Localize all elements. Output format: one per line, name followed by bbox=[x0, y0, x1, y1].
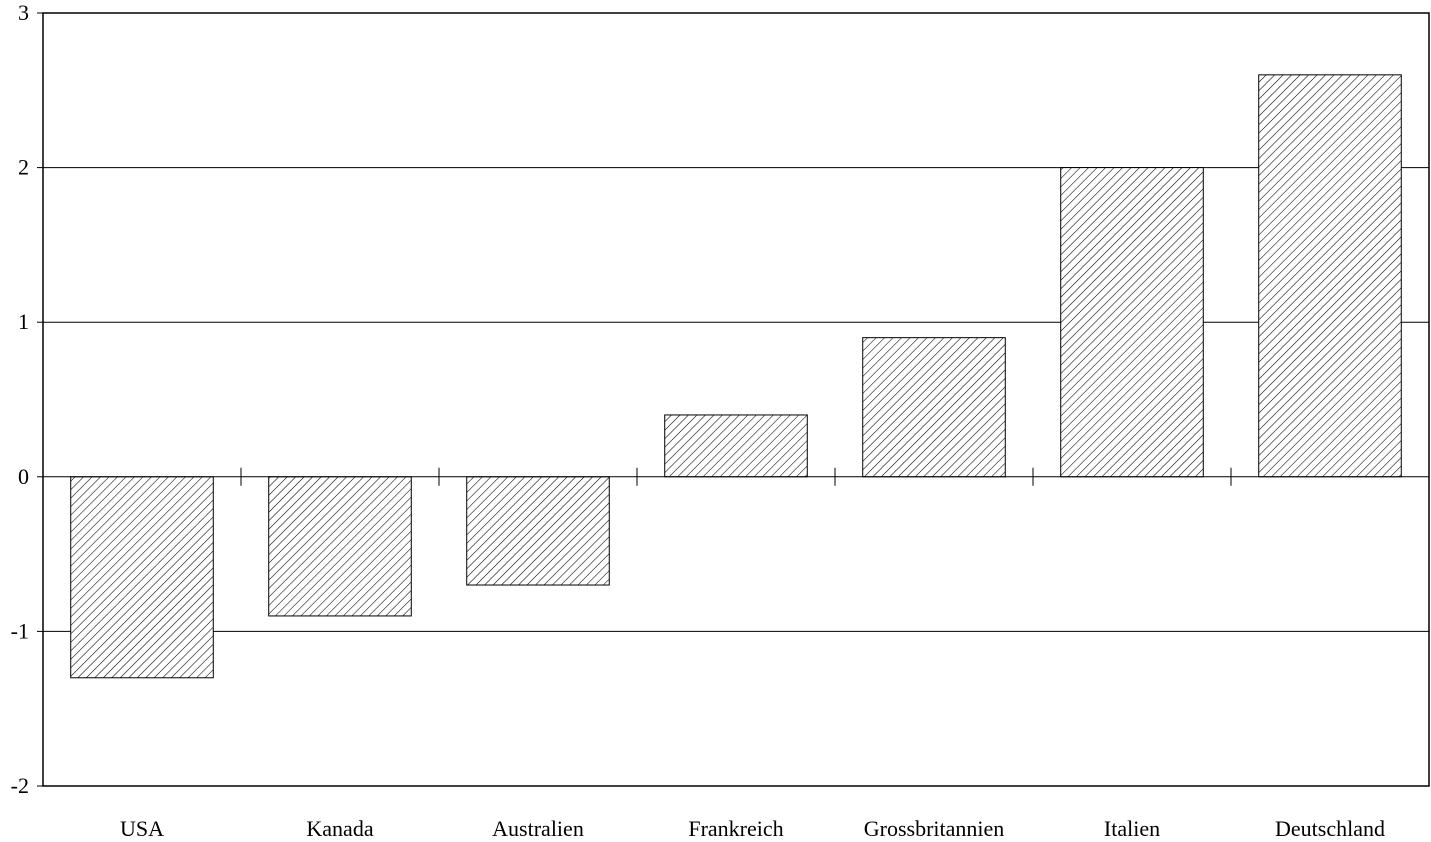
bars bbox=[70, 74, 1402, 679]
bar-deutschland bbox=[1258, 74, 1402, 478]
bar-grossbritannien bbox=[862, 337, 1006, 478]
category-label: Australien bbox=[492, 816, 584, 841]
bar-kanada bbox=[268, 476, 412, 617]
category-label: USA bbox=[120, 816, 164, 841]
y-tick-label: 2 bbox=[18, 155, 29, 180]
bar-usa bbox=[70, 476, 214, 679]
y-tick-label: -2 bbox=[11, 773, 29, 798]
y-tick-label: 1 bbox=[18, 309, 29, 334]
y-tick-label: -1 bbox=[11, 618, 29, 643]
category-label: Kanada bbox=[306, 816, 373, 841]
plot-border bbox=[42, 12, 1430, 787]
category-label: Italien bbox=[1104, 816, 1160, 841]
category-label: Grossbritannien bbox=[864, 816, 1005, 841]
category-label: Deutschland bbox=[1275, 816, 1385, 841]
plot-frame bbox=[37, 12, 1430, 787]
gridlines bbox=[43, 167, 1429, 632]
y-tick-label: 0 bbox=[18, 464, 29, 489]
bar-frankreich bbox=[664, 414, 808, 478]
bar-australien bbox=[466, 476, 610, 586]
y-tick-labels: -2 -1 0 1 2 3 bbox=[11, 0, 29, 798]
category-labels: USA Kanada Australien Frankreich Grossbritan… bbox=[120, 816, 1385, 841]
category-label: Frankreich bbox=[688, 816, 783, 841]
bar-italien bbox=[1060, 167, 1204, 478]
y-tick-label: 3 bbox=[18, 0, 29, 25]
